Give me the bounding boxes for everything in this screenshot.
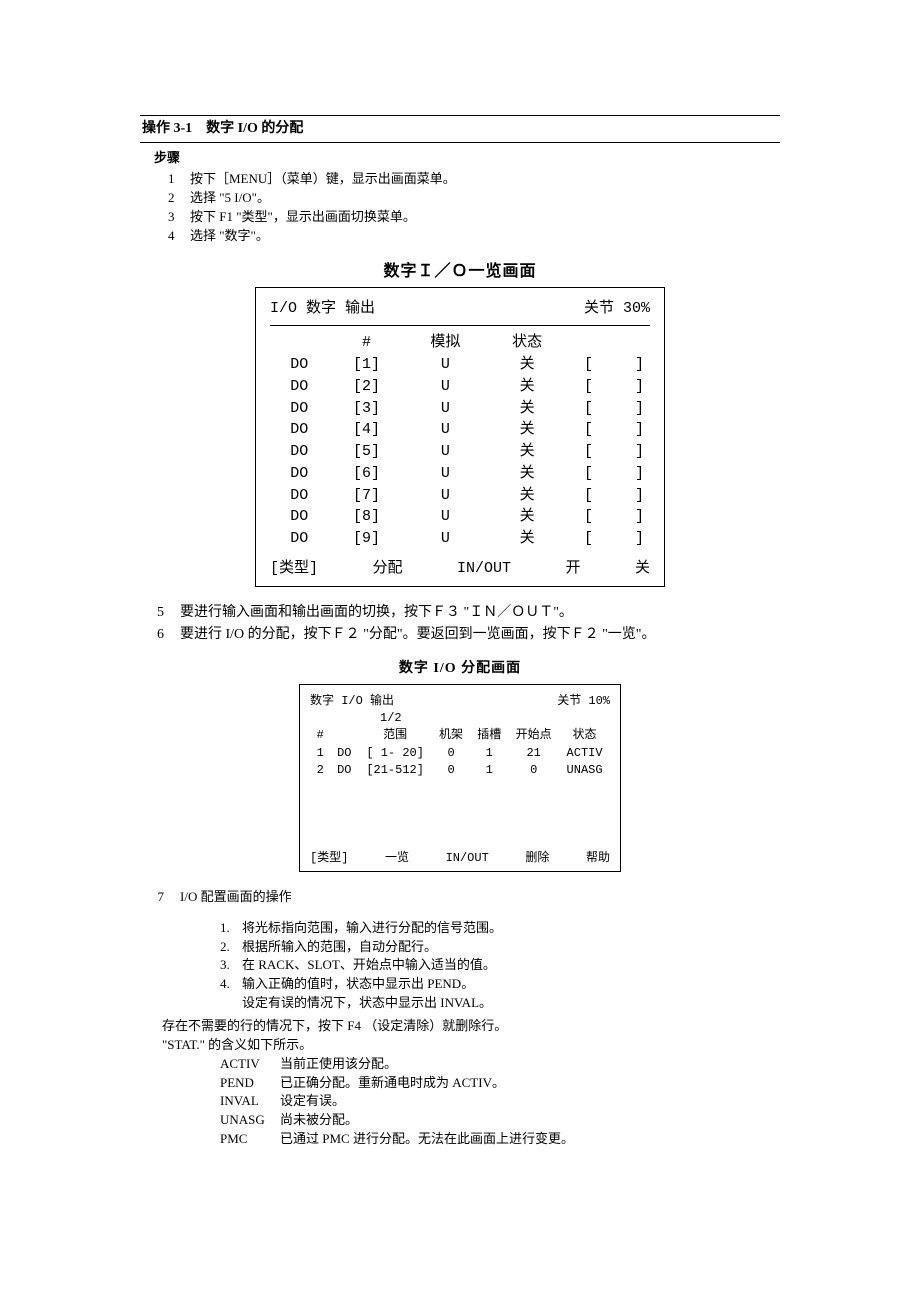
step-text: 选择 "5 I/O"。	[190, 189, 270, 208]
step-text: 按下［MENU］（菜单）键，显示出画面菜单。	[190, 170, 456, 189]
softkey-inout[interactable]: IN/OUT	[457, 558, 511, 580]
softkey-list[interactable]: 一览	[385, 850, 409, 867]
screen1-box: I/O 数字 输出 关节 30% # 模拟 状态 DO[1]U关[] DO[2]…	[255, 287, 665, 587]
col-state: 状态	[486, 332, 568, 354]
step-text: 按下 F1 "类型"，显示出画面切换菜单。	[190, 208, 416, 227]
softkey-help[interactable]: 帮助	[586, 850, 610, 867]
table-row: DO[2]U关[]	[270, 376, 650, 398]
table-row: DO[9]U关[]	[270, 528, 650, 550]
table-row: DO[7]U关[]	[270, 485, 650, 507]
stat-desc: 设定有误。	[280, 1092, 345, 1111]
step-text: I/O 配置画面的操作	[180, 888, 292, 907]
step-number: 4	[168, 227, 190, 246]
softkey-delete[interactable]: 删除	[525, 850, 549, 867]
screen1-title-left: I/O 数字 输出	[270, 298, 375, 320]
col-range: 范围	[358, 727, 432, 744]
stat-desc: 已通过 PMC 进行分配。无法在此画面上进行变更。	[280, 1130, 574, 1149]
stat-key: UNASG	[220, 1111, 280, 1130]
table-row: DO[5]U关[]	[270, 441, 650, 463]
screen1-table: # 模拟 状态 DO[1]U关[] DO[2]U关[] DO[3]U关[] DO…	[270, 332, 650, 550]
step-text: 要进行 I/O 的分配，按下Ｆ２ "分配"。要返回到一览画面，按下Ｆ２ "一览"…	[180, 625, 656, 645]
substep-number: 4.	[220, 975, 242, 994]
substep-text: 在 RACK、SLOT、开始点中输入适当的值。	[242, 956, 496, 975]
substep-number: 1.	[220, 919, 242, 938]
stat-desc: 已正确分配。重新通电时成为 ACTIV。	[280, 1074, 505, 1093]
sub-step-list: 1.将光标指向范围，输入进行分配的信号范围。 2.根据所输入的范围，自动分配行。…	[220, 919, 780, 1013]
screen1-title-right: 关节 30%	[584, 298, 650, 320]
step-text: 要进行输入画面和输出画面的切换，按下Ｆ３ "ＩＮ／ＯＵＴ"。	[180, 603, 573, 623]
col-sim: 模拟	[404, 332, 486, 354]
step-number: 5	[140, 603, 164, 623]
note-text: 存在不需要的行的情况下，按下 F4 （设定清除）就删除行。	[162, 1017, 780, 1036]
screen2-page-indicator: 1/2	[380, 710, 610, 727]
screen2-caption: 数字 I/O 分配画面	[140, 659, 780, 679]
stat-key: INVAL	[220, 1092, 280, 1111]
screen1-softkeys: [类型] 分配 IN/OUT 开 关	[270, 558, 650, 580]
substep-text: 根据所输入的范围，自动分配行。	[242, 938, 437, 957]
table-row: DO[3]U关[]	[270, 398, 650, 420]
col-start: 开始点	[508, 727, 559, 744]
substep-text: 输入正确的值时，状态中显示出 PEND。	[242, 975, 474, 994]
stat-table: ACTIV当前正使用该分配。 PEND已正确分配。重新通电时成为 ACTIV。 …	[220, 1055, 780, 1149]
col-slot: 插槽	[470, 727, 508, 744]
softkey-type[interactable]: [类型]	[270, 558, 318, 580]
col-state: 状态	[559, 727, 610, 744]
stat-key: PEND	[220, 1074, 280, 1093]
screen1-caption: 数字Ｉ／Ｏ一览画面	[140, 260, 780, 283]
screen2-title-left: 数字 I/O 输出	[310, 693, 394, 710]
substep-text: 将光标指向范围，输入进行分配的信号范围。	[242, 919, 502, 938]
softkey-off[interactable]: 关	[635, 558, 650, 580]
mid-steps: 5 要进行输入画面和输出画面的切换，按下Ｆ３ "ＩＮ／ＯＵＴ"。 6 要进行 I/O…	[140, 603, 780, 646]
col-num: #	[328, 332, 404, 354]
screen2-title-right: 关节 10%	[557, 693, 610, 710]
table-row: 1 DO [ 1- 20] 0 1 21 ACTIV	[310, 745, 610, 762]
table-row: 2 DO [21-512] 0 1 0 UNASG	[310, 762, 610, 779]
screen2-box: 数字 I/O 输出 关节 10% 1/2 # 范围 机架 插槽 开始点 状态 1…	[299, 684, 621, 872]
table-row: DO[8]U关[]	[270, 506, 650, 528]
screen2-table: # 范围 机架 插槽 开始点 状态 1 DO [ 1- 20] 0 1 21 A…	[310, 727, 610, 779]
step-number: 6	[140, 625, 164, 645]
softkey-type[interactable]: [类型]	[310, 850, 348, 867]
table-row: DO[1]U关[]	[270, 354, 650, 376]
softkey-assign[interactable]: 分配	[372, 558, 402, 580]
table-row: DO[6]U关[]	[270, 463, 650, 485]
note-text: "STAT." 的含义如下所示。	[162, 1036, 780, 1055]
col-num: #	[310, 727, 330, 744]
steps-list: 1按下［MENU］（菜单）键，显示出画面菜单。 2选择 "5 I/O"。 3按下…	[168, 170, 780, 245]
screen2-softkeys: [类型] 一览 IN/OUT 删除 帮助	[310, 850, 610, 867]
section-title: 操作 3-1 数字 I/O 的分配	[140, 115, 780, 143]
stat-key: PMC	[220, 1130, 280, 1149]
stat-desc: 尚未被分配。	[280, 1111, 358, 1130]
step-text: 选择 "数字"。	[190, 227, 269, 246]
softkey-inout[interactable]: IN/OUT	[446, 850, 489, 867]
step-number: 7	[140, 888, 164, 907]
softkey-on[interactable]: 开	[565, 558, 580, 580]
table-row: DO[4]U关[]	[270, 419, 650, 441]
step-number: 1	[168, 170, 190, 189]
substep-extra: 设定有误的情况下，状态中显示出 INVAL。	[242, 994, 492, 1013]
step-number: 2	[168, 189, 190, 208]
step-number: 3	[168, 208, 190, 227]
steps-heading: 步骤	[154, 149, 780, 168]
substep-number: 2.	[220, 938, 242, 957]
stat-key: ACTIV	[220, 1055, 280, 1074]
col-rack: 机架	[432, 727, 470, 744]
stat-desc: 当前正使用该分配。	[280, 1055, 397, 1074]
substep-number: 3.	[220, 956, 242, 975]
